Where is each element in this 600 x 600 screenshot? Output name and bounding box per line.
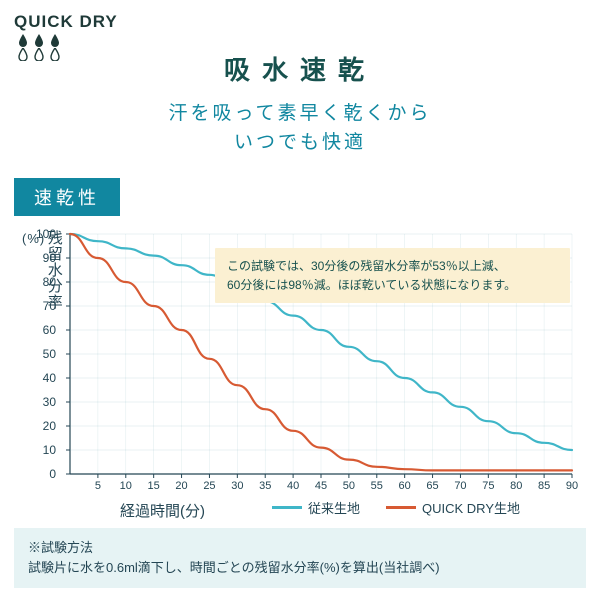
test-method-note: ※試験方法 試験片に水を0.6ml滴下し、時間ごとの残留水分率(%)を算出(当社… (14, 528, 586, 588)
method-heading: ※試験方法 (28, 538, 572, 558)
subtitle-line2: いつでも快適 (234, 132, 366, 153)
method-body: 試験片に水を0.6ml滴下し、時間ごとの残留水分率(%)を算出(当社調べ) (28, 558, 572, 578)
page-subtitle: 汗を吸って素早く乾くから いつでも快適 (0, 100, 600, 157)
annotation-line2: 60分後には98％減。ほぼ乾いている状態になります。 (227, 278, 516, 292)
legend-label-2: QUICK DRY生地 (422, 498, 520, 517)
legend-swatch-icon (386, 506, 416, 509)
chart-annotation: この試験では、30分後の残留水分率が53％以上減、 60分後には98％減。ほぼ乾… (215, 248, 570, 303)
legend-item-conventional: 従来生地 (272, 498, 360, 517)
logo-text: QUICK DRY (14, 12, 118, 32)
legend-swatch-icon (272, 506, 302, 509)
page-title: 吸水速乾 (0, 50, 600, 87)
annotation-line1: この試験では、30分後の残留水分率が53％以上減、 (227, 259, 506, 273)
y-axis-label: 残留水分率 (%) (22, 230, 62, 310)
legend-item-quickdry: QUICK DRY生地 (386, 498, 520, 517)
subtitle-line1: 汗を吸って素早く乾くから (168, 103, 431, 124)
legend-label-1: 従来生地 (308, 498, 360, 517)
x-axis-label: 経過時間(分) (120, 500, 205, 521)
chart-legend: 従来生地 QUICK DRY生地 (272, 498, 520, 517)
section-badge: 速乾性 (14, 178, 120, 216)
